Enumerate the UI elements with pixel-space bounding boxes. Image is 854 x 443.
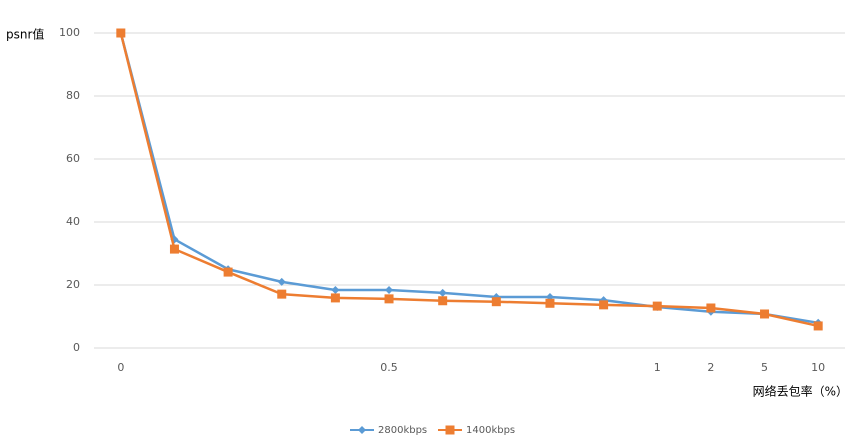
data-point — [116, 28, 126, 38]
x-tick-label: 5 — [761, 361, 768, 374]
y-axis-label: psnr值 — [6, 27, 44, 42]
series-line — [119, 32, 819, 325]
x-tick-label: 10 — [811, 361, 825, 374]
data-point — [384, 294, 394, 304]
x-tick-label: 0 — [117, 361, 124, 374]
y-tick-label: 100 — [59, 26, 80, 39]
legend-marker — [358, 426, 366, 434]
legend-marker — [445, 425, 455, 435]
data-point — [706, 303, 716, 313]
x-axis-label: 网络丢包率（%） — [753, 384, 848, 399]
y-tick-label: 40 — [66, 215, 80, 228]
data-point — [545, 298, 555, 308]
data-point — [223, 267, 233, 277]
series-line — [119, 32, 819, 328]
data-point — [813, 321, 823, 331]
x-tick-label: 2 — [707, 361, 714, 374]
y-tick-label: 80 — [66, 89, 80, 102]
data-point — [277, 277, 286, 286]
data-point — [760, 309, 770, 319]
legend-label: 2800kbps — [378, 425, 427, 436]
data-point — [491, 297, 501, 307]
data-point — [599, 300, 609, 310]
y-tick-label: 60 — [66, 152, 80, 165]
data-point — [330, 293, 340, 303]
data-point — [438, 288, 447, 297]
data-point — [331, 286, 340, 295]
x-tick-label: 0.5 — [380, 361, 398, 374]
data-point — [652, 301, 662, 311]
data-point — [438, 296, 448, 306]
x-tick-label: 1 — [654, 361, 661, 374]
y-tick-label: 20 — [66, 278, 80, 291]
legend-label: 1400kbps — [466, 425, 515, 436]
data-point — [277, 289, 287, 299]
data-point — [169, 244, 179, 254]
data-point — [385, 286, 394, 295]
y-tick-label: 0 — [73, 341, 80, 354]
